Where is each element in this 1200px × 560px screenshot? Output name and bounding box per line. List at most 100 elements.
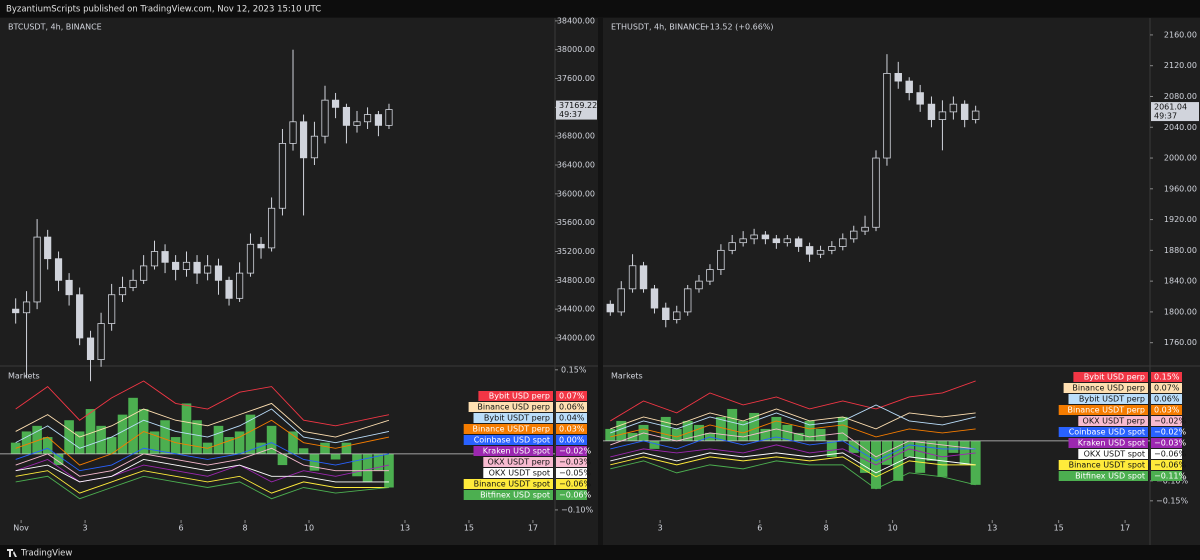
y-tick-label: 2080.00	[1164, 92, 1197, 101]
histogram-bar	[959, 440, 970, 465]
legend-name: Coinbase USD spot	[474, 436, 550, 445]
candle-body	[214, 265, 223, 281]
legend-name-box	[463, 424, 553, 434]
chart-change: +13.52 (+0.66%)	[703, 23, 774, 32]
histogram-bar	[53, 453, 64, 466]
series-line	[15, 402, 390, 438]
legend-value-box	[1151, 372, 1182, 382]
legend-name-box	[473, 446, 553, 456]
candle-body	[342, 106, 351, 126]
series-line	[610, 404, 976, 434]
y-tick-label: 2000.00	[1164, 154, 1197, 163]
candle-body	[363, 114, 372, 123]
series-line	[15, 419, 390, 466]
candle-body	[54, 258, 63, 281]
candle-body	[717, 249, 725, 270]
candle-body	[161, 251, 169, 263]
legend-name: Bitfinex USD spot	[1075, 472, 1145, 481]
legend-value: 0.07%	[559, 392, 585, 401]
candle-body	[65, 279, 73, 296]
legend-name-box	[1068, 438, 1148, 448]
legend-value-box	[556, 391, 587, 401]
candle-body	[129, 279, 137, 288]
candle-body	[76, 294, 84, 339]
header-bar	[0, 0, 1200, 17]
x-tick-label: 13	[987, 524, 997, 533]
series-line	[15, 380, 390, 427]
legend-value: −0.06%	[1154, 461, 1187, 470]
series-line	[15, 458, 390, 483]
legend-value: 0.00%	[559, 436, 585, 445]
legend-name-box	[468, 402, 553, 412]
legend-value: −0.03%	[1154, 439, 1187, 448]
legend-name: Binance USDT perp	[1067, 406, 1145, 415]
histogram-bar	[605, 428, 616, 441]
logo	[7, 549, 17, 557]
candle-body	[772, 238, 781, 244]
histogram-bar	[10, 442, 21, 454]
series-line	[610, 452, 976, 474]
histogram-bar	[213, 425, 224, 454]
legend-value: 0.04%	[559, 414, 585, 423]
candle-body	[299, 121, 308, 159]
histogram-bar	[245, 414, 256, 454]
histogram-bar	[715, 416, 726, 441]
candle-body	[86, 337, 95, 360]
histogram-bar	[192, 420, 202, 454]
legend-value-box	[1151, 427, 1182, 437]
candle-body	[905, 80, 913, 94]
x-tick-label: 10	[888, 524, 898, 533]
x-tick-label: 3	[658, 524, 663, 533]
series-line	[610, 428, 976, 458]
y-tick-label: 35200.00	[557, 247, 595, 256]
candle-body	[971, 110, 980, 120]
histogram-bar	[170, 437, 181, 454]
histogram-bar	[352, 453, 362, 477]
histogram-bar	[106, 437, 117, 454]
x-tick-label: 10	[304, 524, 314, 533]
legend-name-box	[483, 468, 553, 478]
histogram-bar	[21, 431, 32, 454]
legend-value-box	[556, 468, 587, 478]
candle-body	[673, 311, 681, 321]
candle-body	[949, 103, 958, 113]
histogram-bar	[160, 420, 170, 454]
y-tick-label: −0.10%	[561, 505, 594, 514]
candle-body	[22, 301, 31, 314]
histogram-bar	[74, 431, 85, 454]
candle-body	[739, 238, 747, 244]
candle-body	[310, 135, 319, 159]
candle-body	[118, 287, 127, 296]
legend-name-box	[1058, 405, 1148, 415]
legend-value-box	[556, 490, 587, 500]
histogram-bar	[727, 408, 738, 441]
legend-value: 0.03%	[559, 425, 585, 434]
candle-body	[193, 261, 201, 274]
legend-value: −0.02%	[1154, 417, 1187, 426]
legend-name: Binance USD perp	[1072, 384, 1145, 393]
histogram-bar	[826, 440, 837, 457]
y-tick-label: 1920.00	[1164, 215, 1197, 224]
histogram-bar	[837, 416, 848, 441]
candle-body	[246, 243, 255, 274]
histogram-bar	[848, 440, 859, 453]
y-tick-label: 36000.00	[557, 189, 595, 198]
histogram-bar	[649, 440, 660, 449]
candle-body	[353, 121, 361, 126]
footer-text: TradingView	[20, 549, 72, 559]
histogram-bar	[616, 420, 627, 441]
legend-value-box	[1151, 449, 1182, 459]
candle-body	[927, 103, 936, 120]
y-tick-label: 34000.00	[557, 333, 595, 342]
y-tick-label: −0.15%	[1156, 496, 1189, 505]
histogram-bar	[362, 453, 373, 482]
legend-name-box	[483, 457, 553, 467]
histogram-bar	[860, 440, 871, 473]
y-tick-label: 37600.00	[557, 74, 595, 83]
legend-name-box	[1078, 449, 1148, 459]
legend-value: −0.02%	[1154, 428, 1187, 437]
candle-body	[816, 249, 825, 255]
series-line	[610, 456, 976, 478]
histogram-bar	[320, 442, 330, 454]
candle-body	[374, 114, 383, 126]
